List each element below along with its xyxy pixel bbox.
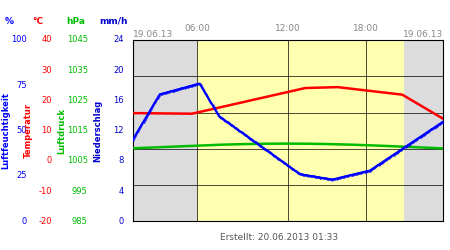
Text: Luftdruck: Luftdruck [58, 108, 67, 154]
Bar [198, 40, 405, 221]
Text: 0: 0 [22, 217, 27, 226]
Text: mm/h: mm/h [99, 17, 127, 26]
Text: 100: 100 [11, 36, 27, 44]
Text: Luftfeuchtigkeit: Luftfeuchtigkeit [1, 92, 10, 169]
Text: 1045: 1045 [67, 36, 88, 44]
Text: 12:00: 12:00 [275, 24, 301, 33]
Text: Temperatur: Temperatur [24, 103, 33, 158]
Text: 1035: 1035 [67, 66, 88, 75]
Text: -10: -10 [38, 186, 52, 196]
Text: 1005: 1005 [67, 156, 88, 165]
Text: 20: 20 [41, 96, 52, 105]
Text: Erstellt: 20.06.2013 01:33: Erstellt: 20.06.2013 01:33 [220, 234, 338, 242]
Text: hPa: hPa [67, 17, 86, 26]
Text: 16: 16 [113, 96, 124, 105]
Text: 1025: 1025 [67, 96, 88, 105]
Text: 40: 40 [41, 36, 52, 44]
Text: 30: 30 [41, 66, 52, 75]
Text: 995: 995 [72, 186, 88, 196]
Text: 20: 20 [113, 66, 124, 75]
Text: 0: 0 [46, 156, 52, 165]
Text: 10: 10 [41, 126, 52, 135]
Text: 0: 0 [118, 217, 124, 226]
Text: 50: 50 [17, 126, 27, 135]
Text: -20: -20 [38, 217, 52, 226]
Text: %: % [4, 17, 13, 26]
Text: 18:00: 18:00 [353, 24, 378, 33]
Text: °C: °C [32, 17, 44, 26]
Text: 24: 24 [113, 36, 124, 44]
Text: 19.06.13: 19.06.13 [133, 30, 173, 39]
Text: 12: 12 [113, 126, 124, 135]
Text: 8: 8 [118, 156, 124, 165]
Text: Niederschlag: Niederschlag [94, 100, 103, 162]
Text: 25: 25 [17, 172, 27, 180]
Text: 985: 985 [72, 217, 88, 226]
Text: 06:00: 06:00 [184, 24, 211, 33]
Text: 19.06.13: 19.06.13 [403, 30, 443, 39]
Text: 4: 4 [118, 186, 124, 196]
Text: 1015: 1015 [67, 126, 88, 135]
Text: 75: 75 [16, 81, 27, 90]
